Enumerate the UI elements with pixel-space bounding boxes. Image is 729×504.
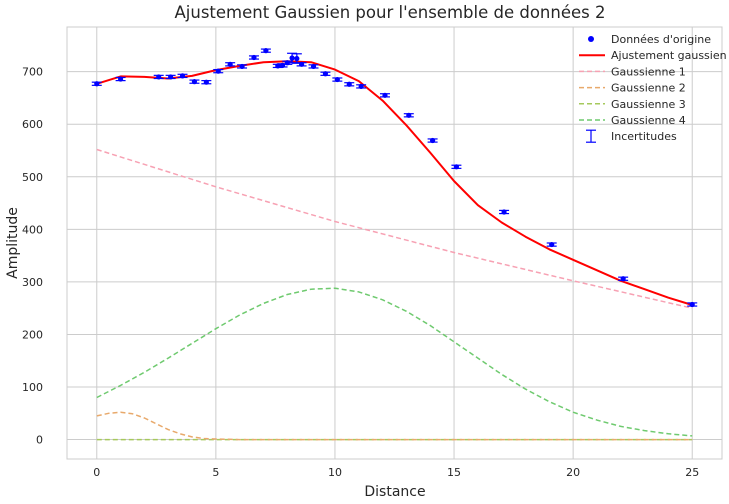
legend-item: Gaussienne 1 — [579, 65, 686, 78]
legend-item: Gaussienne 2 — [579, 82, 686, 95]
x-tick-label: 0 — [93, 466, 100, 479]
data-point — [239, 63, 245, 70]
legend-item: Gaussienne 4 — [579, 114, 686, 127]
x-tick-label: 10 — [328, 466, 342, 479]
legend-item: Gaussienne 3 — [579, 98, 686, 111]
data-point — [358, 83, 364, 89]
data-point — [620, 276, 626, 282]
legend-label: Incertitudes — [611, 130, 677, 143]
data-points — [94, 48, 695, 308]
y-tick-label: 400 — [22, 223, 43, 236]
legend: Données d'origine Ajustement gaussien Gaus… — [579, 33, 727, 143]
data-point — [203, 79, 209, 85]
data-point — [299, 61, 305, 67]
y-tick-label: 0 — [36, 434, 43, 447]
legend-label: Ajustement gaussien — [611, 49, 727, 62]
data-point — [227, 61, 233, 67]
legend-label: Gaussienne 3 — [611, 98, 686, 111]
grid — [67, 27, 722, 459]
series-line-ajustement-gaussien — [96, 60, 693, 306]
legend-item: Ajustement gaussien — [579, 49, 727, 62]
y-tick-label: 100 — [22, 381, 43, 394]
x-tick-label: 15 — [447, 466, 461, 479]
y-axis-ticks: 0 100 200 300 400 500 600 700 — [22, 66, 43, 447]
data-point — [279, 62, 286, 68]
legend-marker — [588, 36, 594, 42]
data-point — [117, 76, 124, 82]
data-point — [549, 241, 555, 248]
y-tick-label: 300 — [22, 276, 43, 289]
data-point — [251, 54, 257, 61]
legend-label: Gaussienne 4 — [611, 114, 686, 127]
x-tick-label: 5 — [212, 466, 219, 479]
data-point — [689, 301, 695, 308]
data-point — [501, 209, 507, 215]
data-point — [191, 79, 198, 85]
legend-item: Données d'origine — [588, 33, 711, 46]
y-tick-label: 200 — [22, 328, 43, 341]
y-tick-label: 500 — [22, 171, 43, 184]
data-point — [179, 73, 186, 79]
legend-label: Données d'origine — [611, 33, 711, 46]
data-point — [453, 164, 460, 170]
data-point — [168, 74, 174, 80]
y-axis-title: Amplitude — [5, 207, 21, 279]
x-tick-label: 25 — [685, 466, 699, 479]
data-point — [406, 112, 412, 118]
data-point — [430, 137, 436, 144]
plot-frame — [66, 26, 723, 460]
legend-label: Gaussienne 2 — [611, 82, 686, 95]
data-point — [346, 81, 352, 87]
legend-item: Incertitudes — [586, 129, 677, 143]
series-line-gaussienne-1 — [96, 148, 693, 309]
legend-label: Gaussienne 1 — [611, 65, 686, 78]
data-point — [284, 60, 290, 66]
x-axis-title: Distance — [364, 484, 425, 500]
data-point — [94, 81, 100, 87]
data-point — [322, 71, 329, 77]
data-point — [215, 68, 221, 74]
y-tick-label: 600 — [22, 118, 43, 131]
series-line-gaussienne-2 — [96, 411, 693, 441]
data-point — [263, 48, 269, 54]
data-point — [289, 55, 295, 61]
series-line-gaussienne-4 — [96, 287, 693, 437]
data-point — [382, 92, 388, 98]
series-lines — [96, 60, 693, 441]
x-axis-ticks: 0 5 10 15 20 25 — [93, 466, 699, 479]
data-point — [156, 74, 162, 80]
y-tick-label: 700 — [22, 66, 43, 79]
error-bars — [91, 48, 698, 307]
x-tick-label: 20 — [566, 466, 580, 479]
chart-title: Ajustement Gaussien pour l'ensemble de d… — [175, 3, 606, 22]
data-point — [310, 63, 317, 70]
data-point — [275, 63, 281, 69]
data-point — [294, 55, 300, 62]
data-point — [334, 76, 340, 83]
